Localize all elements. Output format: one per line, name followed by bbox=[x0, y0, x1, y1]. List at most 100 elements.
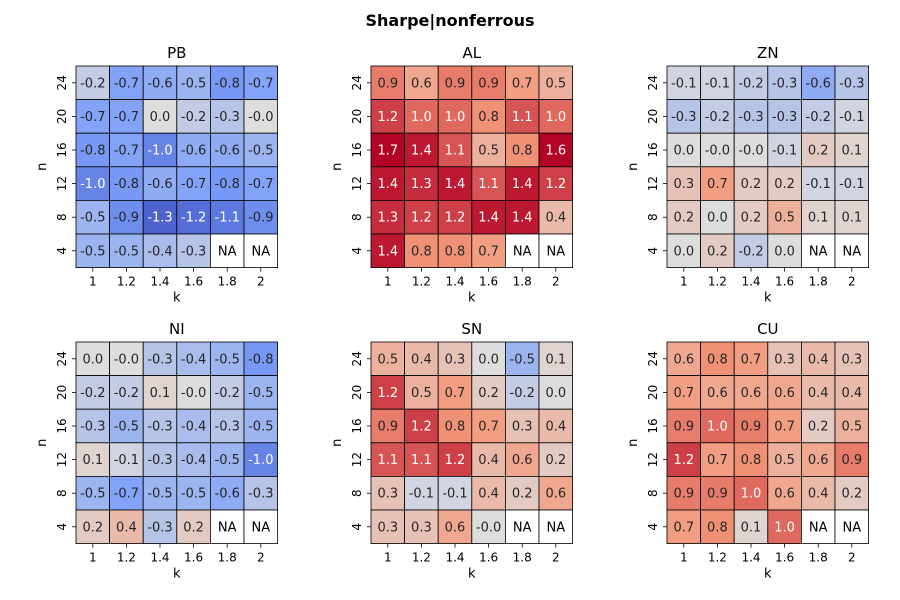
x-tick-label: 2 bbox=[257, 551, 265, 565]
cell-label: -0.1 bbox=[839, 110, 864, 125]
cell-label: 0.8 bbox=[512, 144, 533, 159]
cell-label: -0.3 bbox=[738, 110, 763, 125]
heatmap-cell bbox=[109, 408, 144, 444]
heatmap-cell bbox=[471, 442, 506, 477]
cell-label: 1.4 bbox=[377, 244, 398, 259]
heatmap-cell bbox=[700, 99, 735, 134]
cell-label: 0.5 bbox=[377, 352, 398, 367]
heatmap-cell bbox=[834, 375, 869, 410]
heatmap-cell bbox=[767, 375, 802, 410]
heatmap-cell bbox=[176, 166, 211, 201]
heatmap-panel-pb: PB -0.2 -0.7 -0.6 -0.5 -0.8 -0.7 -0.7 -0.7 0.0 -0.… bbox=[35, 44, 278, 306]
cell-label: 0.9 bbox=[841, 453, 862, 468]
y-tick-label: 12 bbox=[646, 176, 660, 191]
x-tick-label: 1.2 bbox=[117, 275, 136, 289]
cell-label: -0.3 bbox=[671, 110, 696, 125]
x-tick-label: 2 bbox=[552, 551, 560, 565]
cell-label: NA bbox=[546, 244, 565, 259]
figure-title: Sharpe|nonferrous bbox=[365, 11, 534, 31]
cell-label: 0.0 bbox=[673, 244, 694, 259]
cell-label: -0.6 bbox=[147, 76, 172, 91]
cell-label: -0.3 bbox=[147, 420, 172, 435]
cell-label: -0.4 bbox=[181, 453, 206, 468]
cell-label: 0.1 bbox=[545, 352, 566, 367]
heatmap-cell bbox=[666, 233, 701, 268]
cell-label: 0.2 bbox=[841, 487, 862, 502]
heatmap-cell bbox=[209, 199, 245, 235]
heatmap-cell bbox=[700, 65, 735, 100]
heatmap-cell bbox=[538, 341, 573, 376]
panel-title-al: AL bbox=[462, 44, 481, 62]
cell-label: 0.8 bbox=[445, 244, 466, 259]
cell-label: 0.3 bbox=[377, 520, 398, 535]
heatmap-cell bbox=[733, 166, 769, 201]
heatmap-cell bbox=[437, 233, 473, 268]
cell-label: 0.1 bbox=[841, 211, 862, 226]
cell-label: 1.2 bbox=[445, 453, 466, 468]
heatmap-cell bbox=[538, 475, 573, 511]
cell-label: 0.7 bbox=[707, 453, 728, 468]
x-tick-label: 1.6 bbox=[184, 275, 203, 289]
heatmap-panel-ni: NI 0.0 -0.0 -0.3 -0.4 -0.5 -0.8 -0.2 -0.2 0.1 -0.0… bbox=[35, 320, 278, 582]
cell-label: 0.5 bbox=[411, 386, 432, 401]
heatmap-cell bbox=[109, 475, 144, 511]
heatmap-cell bbox=[733, 509, 769, 544]
heatmap-cell bbox=[767, 509, 802, 544]
cell-label: 0.6 bbox=[741, 386, 762, 401]
cell-label: 0.8 bbox=[707, 520, 728, 535]
cell-label: -0.2 bbox=[181, 110, 206, 125]
y-tick-label: 12 bbox=[350, 176, 364, 191]
heatmap-cell bbox=[504, 509, 540, 544]
y-tick-label: 16 bbox=[350, 418, 364, 433]
heatmap-cell bbox=[666, 509, 701, 544]
cell-label: -0.7 bbox=[114, 76, 139, 91]
y-tick-label: 8 bbox=[55, 213, 69, 221]
heatmap-cell bbox=[504, 65, 540, 100]
panel-title-pb: PB bbox=[167, 44, 186, 62]
cell-label: 0.1 bbox=[82, 453, 103, 468]
y-tick-label: 4 bbox=[55, 523, 69, 531]
heatmap-panel-al: AL 0.9 0.6 0.9 0.9 0.7 0.5 1.2 1.0 1.0 0.8 1.1 1.0 1.… bbox=[330, 44, 573, 306]
cell-label: 1.4 bbox=[377, 177, 398, 192]
cell-label: 0.4 bbox=[478, 453, 499, 468]
x-axis-label: k bbox=[764, 567, 772, 582]
cell-label: -0.3 bbox=[147, 453, 172, 468]
x-tick-label: 1.8 bbox=[218, 275, 237, 289]
cell-label: 0.6 bbox=[707, 386, 728, 401]
cell-label: 1.4 bbox=[512, 211, 533, 226]
heatmap-cell bbox=[370, 65, 405, 100]
cell-label: 1.2 bbox=[377, 110, 398, 125]
cell-label: 1.2 bbox=[673, 453, 694, 468]
heatmap-cell bbox=[666, 408, 701, 444]
heatmap-cell bbox=[538, 99, 573, 134]
cell-label: 1.1 bbox=[377, 453, 398, 468]
cell-label: NA bbox=[218, 244, 237, 259]
cell-label: -0.7 bbox=[114, 144, 139, 159]
cell-label: 0.3 bbox=[774, 352, 795, 367]
y-tick-label: 16 bbox=[646, 142, 660, 157]
cell-label: 0.6 bbox=[774, 487, 795, 502]
cell-label: 0.2 bbox=[673, 211, 694, 226]
heatmap-cell bbox=[109, 99, 144, 134]
cell-label: -0.2 bbox=[510, 386, 535, 401]
cell-label: 0.7 bbox=[478, 244, 499, 259]
heatmap-cell bbox=[404, 509, 439, 544]
x-tick-label: 1.8 bbox=[513, 275, 532, 289]
y-tick-label: 20 bbox=[55, 385, 69, 400]
cell-label: -0.8 bbox=[114, 177, 139, 192]
y-axis-label: n bbox=[330, 439, 345, 447]
x-tick-label: 1.6 bbox=[184, 551, 203, 565]
heatmap-cell bbox=[404, 475, 439, 511]
heatmap-cell bbox=[176, 442, 211, 477]
heatmap-cell bbox=[471, 233, 506, 268]
heatmap-cell bbox=[471, 375, 506, 410]
heatmap-cell bbox=[176, 132, 211, 168]
y-tick-label: 20 bbox=[646, 109, 660, 124]
cell-label: 0.8 bbox=[741, 453, 762, 468]
heatmap-cell bbox=[75, 166, 110, 201]
cell-label: -0.9 bbox=[248, 211, 273, 226]
heatmap-cell bbox=[834, 166, 869, 201]
cell-label: -1.3 bbox=[147, 211, 172, 226]
cell-label: -0.9 bbox=[114, 211, 139, 226]
